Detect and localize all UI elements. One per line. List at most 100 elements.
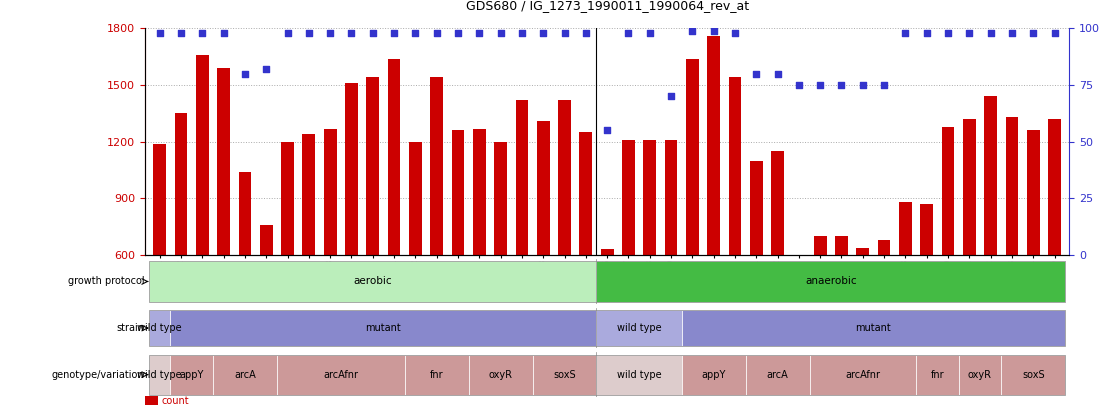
Bar — [686, 59, 698, 255]
Bar — [213, 355, 277, 394]
Text: wild type: wild type — [617, 370, 662, 379]
Bar — [899, 202, 911, 255]
Point — [918, 30, 936, 36]
Text: wild type: wild type — [617, 323, 662, 333]
Point — [790, 82, 808, 88]
Point — [449, 30, 467, 36]
Point — [321, 30, 339, 36]
Point — [705, 28, 723, 34]
Bar — [217, 68, 229, 255]
Bar — [750, 161, 763, 255]
Point — [853, 82, 871, 88]
Text: arcAfnr: arcAfnr — [323, 370, 359, 379]
Text: soxS: soxS — [1022, 370, 1045, 379]
Bar — [281, 142, 294, 255]
Bar — [196, 55, 208, 255]
Bar — [857, 247, 869, 255]
Bar — [985, 96, 997, 255]
Text: appY: appY — [179, 370, 204, 379]
Bar — [814, 236, 827, 255]
Bar — [175, 113, 187, 255]
Bar — [596, 355, 682, 394]
Bar — [916, 355, 959, 394]
Bar — [792, 255, 805, 289]
Point — [364, 30, 382, 36]
Bar — [516, 100, 528, 255]
Bar — [682, 310, 1065, 346]
Text: oxyR: oxyR — [489, 370, 512, 379]
Bar — [238, 172, 252, 255]
Bar — [959, 355, 1001, 394]
Point — [960, 30, 978, 36]
Bar — [277, 355, 404, 394]
Bar — [495, 142, 507, 255]
Text: count: count — [162, 396, 189, 405]
Point — [514, 30, 531, 36]
Point — [556, 30, 574, 36]
Point — [726, 30, 744, 36]
Bar — [920, 204, 934, 255]
Point — [491, 30, 509, 36]
Bar — [644, 140, 656, 255]
Point — [150, 30, 168, 36]
Bar — [1027, 130, 1039, 255]
Point — [981, 30, 999, 36]
Text: appY: appY — [702, 370, 726, 379]
Point — [257, 66, 275, 72]
Text: growth protocol: growth protocol — [68, 277, 145, 286]
Text: arcAfnr: arcAfnr — [846, 370, 880, 379]
Bar — [836, 236, 848, 255]
Bar — [579, 132, 593, 255]
Bar — [537, 121, 549, 255]
Bar — [345, 83, 358, 255]
Bar — [430, 77, 443, 255]
Bar — [622, 140, 635, 255]
Text: mutant: mutant — [365, 323, 401, 333]
Text: arcA: arcA — [766, 370, 789, 379]
Bar — [1048, 119, 1061, 255]
Bar — [596, 310, 682, 346]
Bar — [941, 127, 955, 255]
Point — [832, 82, 850, 88]
Point — [215, 30, 233, 36]
Point — [1046, 30, 1064, 36]
Point — [1003, 30, 1020, 36]
Point — [385, 30, 403, 36]
Text: arcA: arcA — [234, 370, 256, 379]
Text: wild type: wild type — [137, 370, 182, 379]
Bar — [149, 310, 170, 346]
Point — [577, 30, 595, 36]
Point — [428, 30, 446, 36]
Text: aerobic: aerobic — [353, 277, 392, 286]
Bar — [665, 140, 677, 255]
Bar — [149, 355, 170, 394]
Bar — [771, 151, 784, 255]
Bar — [810, 355, 916, 394]
Text: anaerobic: anaerobic — [805, 277, 857, 286]
Bar — [260, 225, 273, 255]
Text: soxS: soxS — [554, 370, 576, 379]
Point — [939, 30, 957, 36]
Bar — [303, 134, 315, 255]
Bar — [707, 36, 720, 255]
Bar — [600, 249, 614, 255]
Bar — [745, 355, 810, 394]
Point — [300, 30, 317, 36]
Text: oxyR: oxyR — [968, 370, 991, 379]
Bar — [170, 355, 213, 394]
Point — [619, 30, 637, 36]
Point — [876, 82, 893, 88]
Bar — [404, 355, 469, 394]
Point — [173, 30, 190, 36]
Text: fnr: fnr — [430, 370, 443, 379]
Point — [683, 28, 701, 34]
Point — [747, 70, 765, 77]
Bar — [170, 310, 596, 346]
Text: fnr: fnr — [930, 370, 945, 379]
Bar — [469, 355, 532, 394]
Bar — [878, 240, 890, 255]
Bar — [473, 128, 486, 255]
Point — [470, 30, 488, 36]
Point — [662, 93, 680, 100]
Text: mutant: mutant — [856, 323, 891, 333]
